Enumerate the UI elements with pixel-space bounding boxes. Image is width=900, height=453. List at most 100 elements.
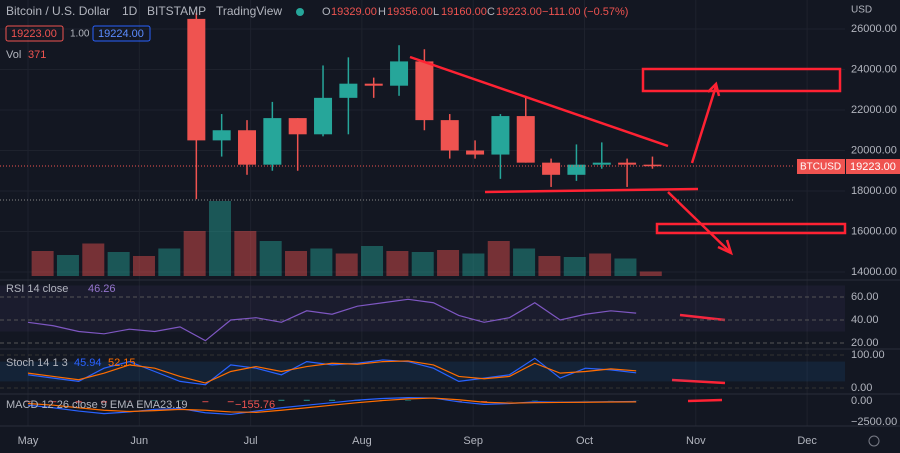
volume-bar [513, 248, 536, 276]
ohlc-value: 19223.00 [496, 6, 542, 18]
candle-body [212, 130, 231, 141]
source: TradingView [216, 4, 282, 18]
price-tick-label: 22000.00 [851, 104, 897, 116]
stoch-tick-label: 100.00 [851, 349, 885, 361]
volume-bar [538, 256, 561, 276]
price-tick-label: 18000.00 [851, 185, 897, 197]
ask[interactable]: 19224.00 [98, 28, 144, 40]
bid[interactable]: 19223.00 [11, 28, 57, 40]
rsi-tick-label: 20.00 [851, 337, 879, 349]
ohlc-label: C [487, 6, 495, 18]
volume-bar [31, 251, 54, 276]
candle-body [592, 162, 611, 165]
volume [31, 201, 662, 276]
candle-body [567, 164, 586, 175]
macd-signal: −155.76 [235, 399, 275, 411]
macd-hist [278, 399, 285, 401]
candle-body [187, 18, 206, 141]
badge-price: 19223.00 [850, 161, 896, 173]
volume-bar [639, 271, 662, 276]
target-box [641, 67, 842, 93]
interval: 1D [122, 4, 138, 18]
spread: 1.00 [70, 29, 90, 40]
stoch-band [0, 361, 845, 382]
macd-label: MACD 12 26 close 9 EMA EMA [6, 399, 161, 411]
macd-tick-label: 0.00 [851, 395, 872, 407]
volume-bar [462, 253, 485, 276]
ohlc-label: H [378, 6, 386, 18]
ohlc-value: 19356.00 [387, 6, 433, 18]
symbol: Bitcoin / U.S. Dollar [6, 4, 110, 18]
volume-bar [107, 252, 130, 276]
price-tick-label: 16000.00 [851, 225, 897, 237]
bid-box[interactable] [5, 25, 64, 42]
settings-icon[interactable] [868, 435, 880, 447]
time-label: Nov [686, 435, 706, 447]
annotations [409, 55, 847, 403]
legend: Bitcoin / U.S. Dollar 1D BITSTAMP Tradin… [5, 4, 900, 447]
arrow [671, 378, 726, 385]
ohlc-label: L [433, 6, 439, 18]
ohlc-value: 19329.00 [331, 6, 377, 18]
volume-bar [589, 253, 612, 276]
candle-body [643, 164, 662, 167]
arrow-head [717, 239, 734, 256]
macd-tick-label: −2500.00 [851, 416, 897, 428]
macd-hist [25, 401, 31, 402]
time-label: Sep [463, 435, 483, 447]
volume-bar [158, 248, 181, 276]
rsi-tick-label: 60.00 [851, 291, 879, 303]
macd-hist [75, 401, 82, 403]
stoch-k: 45.94 [74, 357, 102, 369]
volume-bar [361, 246, 384, 276]
volume-label: Vol [6, 49, 21, 61]
rsi-value: 46.26 [88, 283, 116, 295]
volume-value: 371 [28, 49, 46, 61]
candle-body [415, 61, 434, 121]
volume-bar [563, 257, 586, 276]
arrow [687, 398, 723, 403]
candle-body [263, 118, 282, 165]
stoch-tick-label: 0.00 [851, 382, 872, 394]
price-badge [846, 159, 900, 174]
price-pane [187, 12, 662, 200]
candle-body [440, 120, 459, 151]
exchange: BITSTAMP [147, 4, 206, 18]
ohlc-label: O [322, 6, 331, 18]
signal-line [27, 397, 637, 413]
macd-hist [50, 401, 57, 403]
candle-body [339, 83, 358, 98]
volume-bar [82, 243, 105, 276]
arrow [667, 191, 731, 253]
arrow [690, 85, 718, 164]
volume-bar [234, 231, 257, 276]
candle-body [288, 118, 307, 135]
macd-hist [227, 401, 234, 403]
macd-hist [303, 399, 310, 401]
symbol-badge [797, 159, 845, 174]
time-label: Oct [576, 435, 593, 447]
ask-box[interactable] [92, 25, 151, 42]
candle-body [516, 116, 535, 163]
stoch-k-line [27, 357, 637, 386]
volume-bar [614, 258, 637, 276]
candle-body [314, 97, 333, 135]
candle-body [466, 150, 485, 155]
candle-body [618, 162, 637, 165]
candle-body [491, 116, 510, 155]
macd-hist [151, 400, 158, 401]
volume-bar [386, 251, 409, 276]
status-dot [296, 8, 304, 16]
stoch-d-line [27, 360, 637, 384]
candle-body [238, 130, 257, 165]
currency: USD [851, 5, 872, 16]
time-label: Jun [130, 435, 148, 447]
rsi-band [0, 285, 845, 332]
volume-bar [209, 201, 231, 276]
macd-hist [329, 399, 336, 401]
volume-bar [132, 256, 155, 276]
volume-bar [487, 241, 510, 276]
